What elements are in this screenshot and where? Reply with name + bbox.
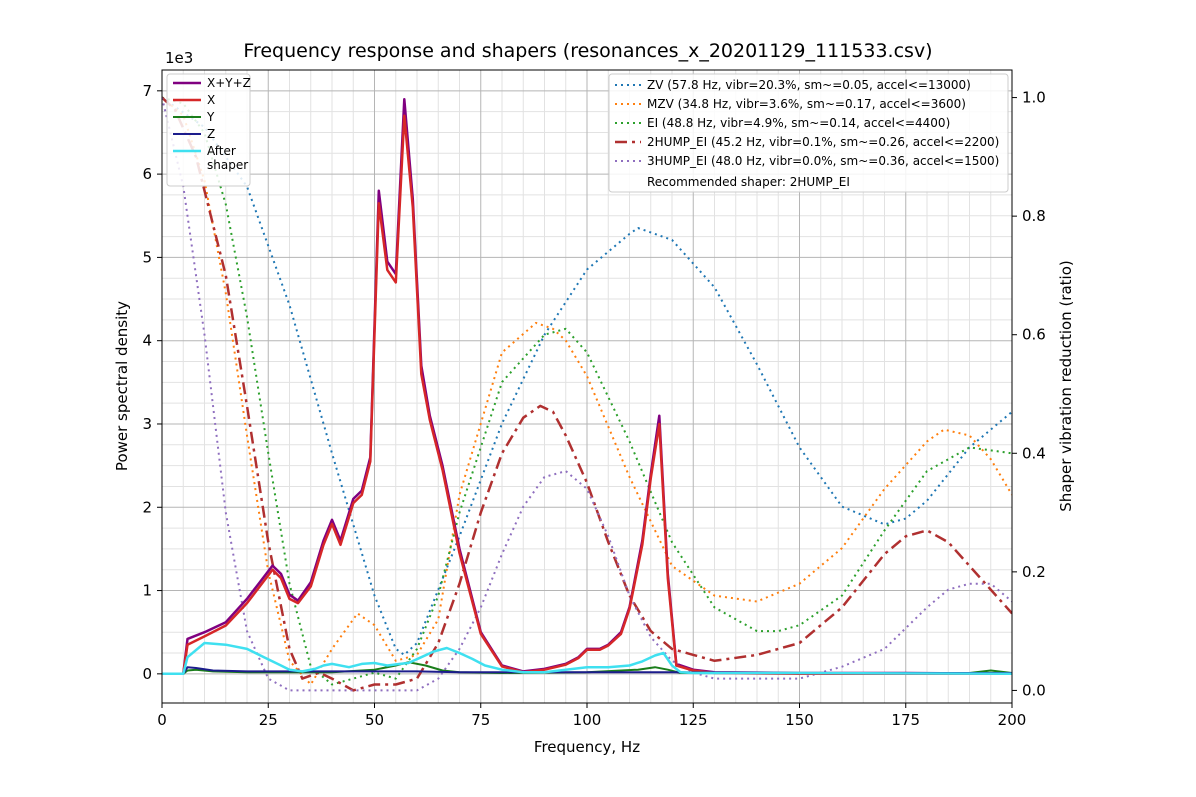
y-tick-label: 1 bbox=[142, 582, 152, 600]
legend-right-label-2: EI (48.8 Hz, vibr=4.9%, sm~=0.14, accel<… bbox=[647, 116, 950, 130]
y-right-axis-title: Shaper vibration reduction (ratio) bbox=[1057, 260, 1075, 511]
x-tick-label: 100 bbox=[573, 711, 602, 729]
y-tick-label: 4 bbox=[142, 332, 152, 350]
y-tick-label: 0 bbox=[142, 665, 152, 683]
legend-right-label-3: 2HUMP_EI (45.2 Hz, vibr=0.1%, sm~=0.26, … bbox=[647, 135, 999, 149]
legend-left-label-4: After bbox=[207, 144, 236, 158]
x-tick-label: 50 bbox=[365, 711, 384, 729]
legend-right: ZV (57.8 Hz, vibr=20.3%, sm~=0.05, accel… bbox=[608, 73, 1009, 193]
y-tick-label: 5 bbox=[142, 248, 152, 266]
legend-recommended-shaper: Recommended shaper: 2HUMP_EI bbox=[647, 175, 850, 189]
y-right-axis-ticks: 0.0 0.2 0.4 0.6 0.8 1.0 bbox=[1012, 89, 1046, 699]
y-right-tick-label: 0.4 bbox=[1022, 444, 1046, 462]
x-tick-label: 0 bbox=[157, 711, 167, 729]
legend-right-label-4: 3HUMP_EI (48.0 Hz, vibr=0.0%, sm~=0.36, … bbox=[647, 154, 999, 168]
legend-left-label-1: X bbox=[207, 93, 215, 107]
y-tick-label: 7 bbox=[142, 82, 152, 100]
legend-right-label-1: MZV (34.8 Hz, vibr=3.6%, sm~=0.17, accel… bbox=[647, 97, 966, 111]
y-tick-label: 3 bbox=[142, 415, 152, 433]
y-right-tick-label: 0.6 bbox=[1022, 326, 1046, 344]
legend-left-label-2: Y bbox=[206, 110, 215, 124]
x-tick-label: 200 bbox=[998, 711, 1027, 729]
y-tick-label: 2 bbox=[142, 498, 152, 516]
legend-left-label-3: Z bbox=[207, 127, 215, 141]
legend-left-label-4: shaper bbox=[207, 158, 248, 172]
y-exponent-label: 1e3 bbox=[165, 49, 193, 67]
y-tick-label: 6 bbox=[142, 165, 152, 183]
shaper-lines bbox=[162, 96, 1012, 692]
y-right-tick-label: 1.0 bbox=[1022, 89, 1046, 107]
shaper-line-0 bbox=[162, 96, 1012, 656]
legend-right-label-0: ZV (57.8 Hz, vibr=20.3%, sm~=0.05, accel… bbox=[647, 78, 971, 92]
y-axis-ticks: 0 1 2 3 4 5 6 7 bbox=[142, 82, 162, 683]
shaper-line-3 bbox=[162, 96, 1012, 692]
x-axis-title: Frequency, Hz bbox=[534, 738, 640, 756]
psd-line-4 bbox=[162, 641, 1012, 676]
psd-lines bbox=[162, 97, 1012, 676]
legend-left-box bbox=[166, 73, 251, 187]
x-tick-label: 150 bbox=[785, 711, 814, 729]
y-right-tick-label: 0.0 bbox=[1022, 681, 1046, 699]
legend-right-box bbox=[608, 73, 1009, 193]
x-tick-label: 175 bbox=[891, 711, 920, 729]
psd-line-1 bbox=[162, 114, 1012, 676]
x-tick-label: 125 bbox=[679, 711, 708, 729]
x-axis-ticks: 0 25 50 75 100 125 150 175 200 bbox=[157, 703, 1026, 729]
legend-left-label-0: X+Y+Z bbox=[207, 76, 251, 90]
psd-line-3 bbox=[162, 666, 1012, 675]
shaper-line-4 bbox=[162, 97, 1012, 692]
y-right-tick-label: 0.2 bbox=[1022, 563, 1046, 581]
chart-title: Frequency response and shapers (resonanc… bbox=[243, 40, 932, 62]
x-tick-label: 25 bbox=[259, 711, 278, 729]
y-axis-title: Power spectral density bbox=[113, 301, 131, 471]
y-right-tick-label: 0.8 bbox=[1022, 207, 1046, 225]
x-tick-label: 75 bbox=[471, 711, 490, 729]
